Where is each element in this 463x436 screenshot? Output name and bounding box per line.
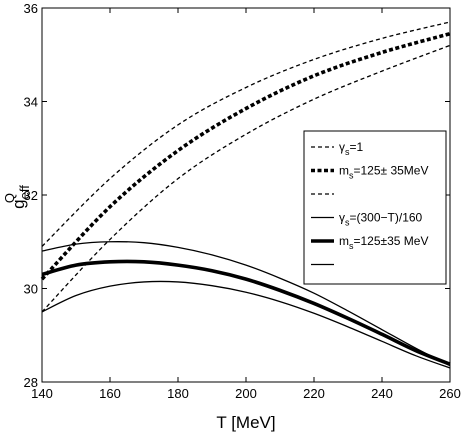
x-tick-label: 200 xyxy=(235,386,257,401)
series-line-3-thin-dashed xyxy=(41,44,451,313)
series-line-2-thick-dashed xyxy=(40,31,451,281)
x-tick-label: 220 xyxy=(303,386,325,401)
y-tick-label: 30 xyxy=(24,282,38,297)
legend-label-4: γs=(300−T)/160 xyxy=(339,211,423,228)
y-label-base: g xyxy=(9,199,28,208)
x-tick-label: 160 xyxy=(99,386,121,401)
ticks-layer: 140 160 180 200 220 240 260 28 30 32 34 36 xyxy=(24,1,461,401)
legend-label-2: ms=125± 35MeV xyxy=(339,164,428,181)
legend-label-5: ms=125±35 MeV xyxy=(339,234,428,251)
legend-box xyxy=(303,130,447,285)
series-line-4-thin-solid xyxy=(41,241,451,367)
x-tick-label: 240 xyxy=(371,386,393,401)
y-label-sup: Q xyxy=(2,193,17,203)
series-line-5-thick-solid xyxy=(41,259,451,366)
y-axis-label: geffQ xyxy=(2,185,32,209)
y-tick-label: 36 xyxy=(24,1,38,16)
y-tick-label: 28 xyxy=(24,375,38,390)
series-layer xyxy=(40,21,451,369)
legend-label-1: γs=1 xyxy=(339,140,364,157)
x-axis-label: T [MeV] xyxy=(216,413,275,432)
x-tick-label: 140 xyxy=(31,386,53,401)
y-tick-label: 32 xyxy=(24,188,38,203)
series-line-1-thin-dashed xyxy=(41,21,451,247)
y-tick-label: 34 xyxy=(24,95,38,110)
legend: γs=1 ms=125± 35MeV γs=(300−T)/160 ms=125±35… xyxy=(303,130,447,285)
legend-entries: γs=1 ms=125± 35MeV γs=(300−T)/160 ms=125±35… xyxy=(311,140,428,266)
x-tick-label: 260 xyxy=(439,386,461,401)
series-line-6-thin-solid xyxy=(41,280,451,369)
y-label-sub: eff xyxy=(17,185,32,200)
x-tick-label: 180 xyxy=(167,386,189,401)
